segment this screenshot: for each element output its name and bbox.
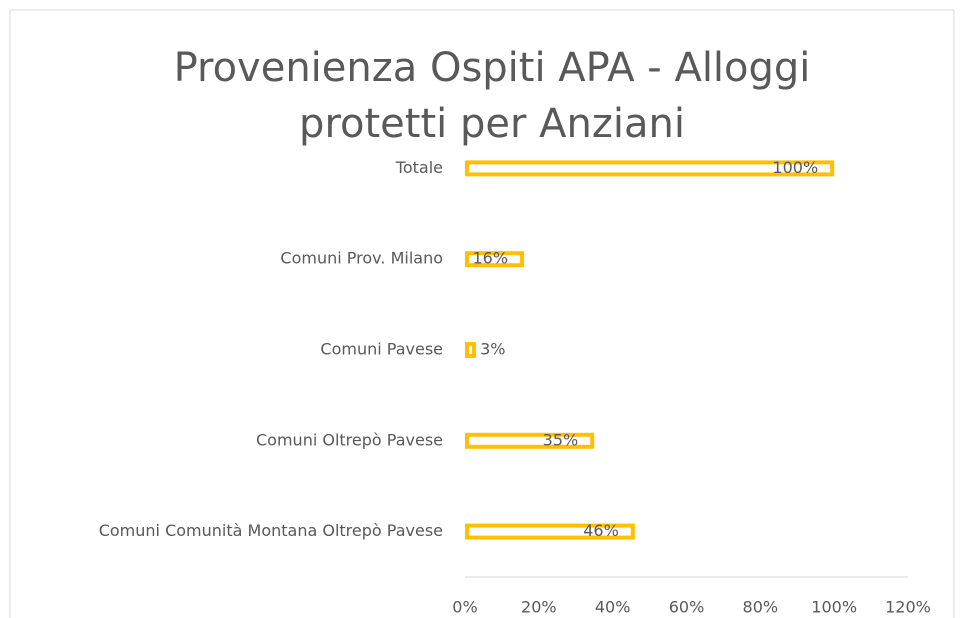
bar: [465, 160, 835, 177]
x-tick-label: 100%: [811, 598, 857, 617]
bar: [465, 342, 477, 358]
x-tick-label: 20%: [521, 598, 557, 617]
chart-title: Provenienza Ospiti APA - Alloggi protett…: [173, 45, 811, 147]
bar: [465, 523, 635, 540]
x-tick-label: 80%: [743, 598, 779, 617]
bar: [465, 432, 595, 449]
y-tick-label: Totale: [395, 158, 443, 177]
data-label: 100%: [772, 158, 818, 177]
chart-border: [9, 9, 955, 618]
data-label: 16%: [473, 249, 509, 268]
y-tick-label: Comuni Prov. Milano: [280, 249, 443, 268]
y-tick-label: Comuni Pavese: [320, 340, 443, 359]
x-tick-label: 120%: [885, 598, 931, 617]
bar: [465, 251, 525, 268]
x-tick-label: 0%: [452, 598, 477, 617]
data-label: 35%: [543, 430, 579, 449]
y-tick-label: Comuni Comunità Montana Oltrepò Pavese: [99, 521, 443, 540]
x-tick-label: 60%: [669, 598, 705, 617]
data-label: 3%: [480, 340, 505, 359]
data-label: 46%: [583, 521, 619, 540]
y-tick-label: Comuni Oltrepò Pavese: [256, 430, 443, 449]
x-tick-label: 40%: [595, 598, 631, 617]
